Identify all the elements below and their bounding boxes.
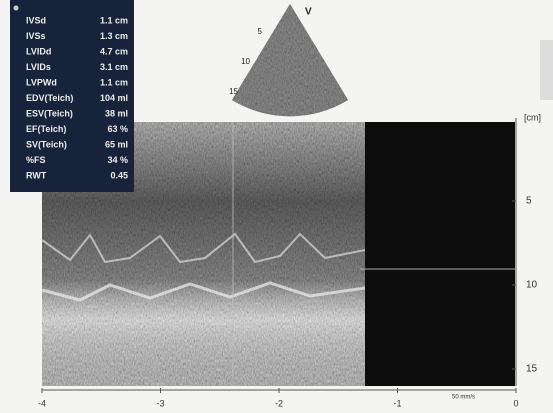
measure-label: LVPWd — [26, 77, 57, 87]
depth-label: 5 — [526, 196, 532, 207]
measure-value: 65 ml — [105, 139, 128, 149]
sweep-speed: 50 mm/s — [452, 395, 475, 401]
measure-value: 63 % — [107, 124, 128, 134]
measure-label: EF(Teich) — [26, 124, 66, 134]
measure-label: %FS — [26, 155, 46, 165]
fan-depth-label: 10 — [241, 57, 250, 66]
m-mode-image — [41, 122, 515, 386]
measure-value: 1.1 cm — [100, 77, 128, 87]
time-label: -1 — [393, 398, 401, 408]
time-label: -2 — [275, 398, 283, 408]
measure-value: 104 ml — [100, 93, 128, 103]
measure-value: 1.3 cm — [100, 31, 128, 41]
depth-label: 15 — [526, 364, 538, 375]
measure-label: ESV(Teich) — [26, 108, 73, 118]
time-label: -4 — [38, 398, 46, 408]
measure-label: SV(Teich) — [26, 139, 67, 149]
depth-label: 10 — [526, 280, 538, 291]
measure-value: 0.45 — [110, 170, 128, 180]
wall-trace — [41, 281, 366, 302]
measure-value: 3.1 cm — [100, 62, 128, 72]
measurement-panel — [10, 0, 134, 192]
measure-value: 38 ml — [105, 108, 128, 118]
measure-value: 4.7 cm — [100, 46, 128, 56]
gray-bar — [540, 40, 553, 100]
measure-label: IVSd — [26, 15, 46, 25]
measure-label: RWT — [26, 170, 47, 180]
fan-depth-label: 5 — [258, 27, 263, 36]
wall-trace — [41, 232, 366, 264]
fan-marker: V — [305, 7, 312, 18]
fan-depth-label: 15 — [229, 87, 238, 96]
measure-label: EDV(Teich) — [26, 93, 73, 103]
measure-value: 1.1 cm — [100, 15, 128, 25]
measure-label: LVIDd — [26, 46, 51, 56]
time-label: 0 — [513, 398, 518, 408]
depth-unit: [cm] — [524, 112, 541, 122]
measure-label: IVSs — [26, 31, 46, 41]
m-mode-blank — [365, 122, 515, 386]
measure-label: LVIDs — [26, 62, 51, 72]
b-mode-fan: V 5 10 15 — [229, 4, 348, 117]
panel-icon — [13, 5, 19, 11]
measure-value: 34 % — [107, 155, 128, 165]
time-label: -3 — [156, 398, 164, 408]
